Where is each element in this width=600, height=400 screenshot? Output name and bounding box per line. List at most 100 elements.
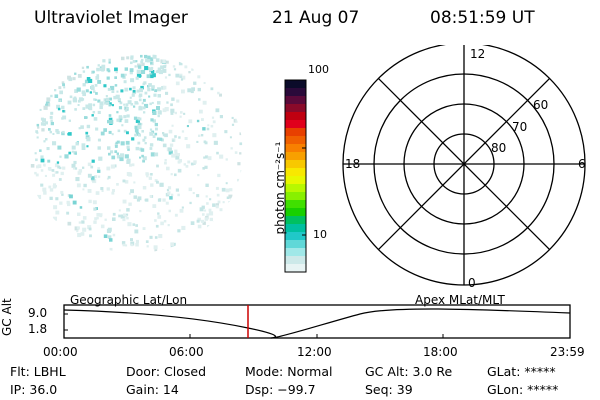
auroral-pixel [133, 116, 138, 120]
auroral-pixel [126, 114, 130, 118]
auroral-pixel [35, 130, 38, 133]
colorbar-swatch [285, 88, 306, 97]
auroral-pixel [97, 99, 101, 103]
auroral-pixel [120, 153, 125, 158]
auroral-pixel [50, 111, 54, 115]
auroral-pixel [77, 171, 82, 175]
auroral-pixel [137, 141, 141, 145]
colorbar-swatch [285, 136, 306, 145]
auroral-pixel [127, 100, 132, 105]
auroral-pixel [96, 74, 100, 77]
lat-label-60: 60 [533, 98, 549, 112]
auroral-pixel [235, 118, 239, 123]
auroral-pixel [215, 205, 219, 209]
auroral-pixel [219, 154, 224, 159]
instrument-title: Ultraviolet Imager [34, 8, 188, 28]
auroral-pixel [53, 205, 58, 210]
auroral-pixel [118, 209, 121, 212]
auroral-pixel [59, 155, 62, 158]
auroral-pixel [216, 193, 220, 197]
auroral-pixel [150, 61, 153, 65]
auroral-pixel [124, 67, 128, 71]
auroral-pixel [179, 75, 182, 79]
auroral-pixel [183, 112, 186, 115]
auroral-pixel [234, 151, 238, 154]
auroral-pixel [96, 67, 100, 72]
auroral-pixel [95, 127, 99, 131]
auroral-pixel [90, 176, 95, 180]
auroral-pixel [97, 167, 101, 170]
auroral-pixel [67, 221, 72, 226]
auroral-pixel [144, 54, 148, 59]
auroral-pixel [52, 133, 55, 135]
auroral-pixel [148, 95, 151, 98]
auroral-pixel [111, 191, 115, 195]
auroral-pixel [167, 224, 170, 227]
auroral-pixel [134, 229, 139, 234]
auroral-pixel [150, 173, 153, 176]
colorbar-frame [284, 79, 307, 273]
auroral-pixel [199, 109, 203, 114]
auroral-pixel [209, 198, 212, 201]
auroral-pixel [103, 84, 107, 88]
auroral-pixel [154, 152, 159, 157]
auroral-pixel [107, 146, 111, 150]
auroral-pixel [129, 163, 132, 167]
colorbar-swatch [285, 264, 306, 273]
auroral-pixel [55, 210, 60, 215]
auroral-pixel [132, 90, 136, 93]
auroral-pixel [205, 195, 208, 198]
auroral-pixel [89, 91, 92, 94]
auroral-pixel [207, 225, 210, 228]
auroral-pixel [160, 65, 164, 70]
auroral-pixel [237, 178, 240, 182]
auroral-pixel [137, 196, 142, 201]
auroral-pixel [154, 249, 158, 253]
auroral-pixel [97, 110, 101, 114]
auroral-image [30, 54, 243, 253]
auroral-pixel [157, 114, 160, 118]
auroral-pixel [112, 189, 115, 192]
colorbar-swatch [285, 128, 306, 137]
auroral-pixel [184, 65, 188, 69]
auroral-pixel [108, 130, 112, 134]
auroral-pixel [34, 171, 37, 175]
timeline-ytick-9: 9.0 [28, 306, 48, 320]
auroral-pixel [103, 98, 107, 102]
auroral-pixel [229, 188, 233, 192]
auroral-pixel [125, 107, 129, 110]
auroral-pixel [94, 217, 98, 221]
auroral-pixel [142, 98, 146, 102]
auroral-pixel [56, 104, 60, 109]
timeline-xlabel-0000: 00:00 [43, 345, 78, 359]
auroral-pixel [172, 65, 176, 68]
auroral-pixel [42, 187, 47, 192]
auroral-pixel [170, 173, 173, 176]
auroral-pixel [124, 87, 129, 92]
auroral-pixel [116, 90, 119, 93]
auroral-pixel [135, 76, 139, 80]
auroral-pixel [131, 93, 135, 97]
auroral-pixel [36, 123, 40, 127]
auroral-pixel [116, 152, 119, 155]
auroral-pixel [99, 214, 103, 218]
auroral-pixel [91, 159, 95, 163]
auroral-pixel [144, 142, 147, 145]
auroral-pixel [157, 110, 162, 115]
mlt-label-18: 18 [345, 157, 361, 171]
auroral-pixel [73, 160, 77, 165]
auroral-pixel [174, 111, 177, 115]
auroral-pixel [215, 203, 219, 207]
auroral-pixel [175, 188, 179, 192]
auroral-pixel [173, 68, 177, 71]
colorbar-swatch [285, 224, 306, 233]
auroral-pixel [36, 136, 39, 139]
auroral-pixel [75, 177, 80, 182]
auroral-pixel [108, 117, 113, 122]
auroral-pixel [163, 220, 167, 223]
auroral-pixel [162, 108, 167, 113]
auroral-pixel [123, 103, 126, 106]
auroral-pixel [157, 67, 161, 71]
auroral-pixel [122, 179, 126, 183]
auroral-pixel [59, 99, 62, 102]
